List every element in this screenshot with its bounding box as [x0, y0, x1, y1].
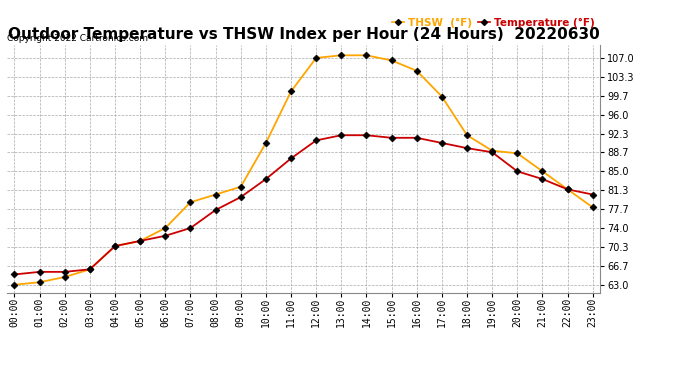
- THSW  (°F): [538, 169, 546, 174]
- Temperature (°F): [111, 244, 119, 248]
- Temperature (°F): [437, 141, 446, 145]
- THSW  (°F): [211, 192, 219, 197]
- Temperature (°F): [337, 133, 346, 138]
- THSW  (°F): [86, 267, 94, 272]
- Temperature (°F): [312, 138, 320, 142]
- Temperature (°F): [538, 177, 546, 182]
- Temperature (°F): [86, 267, 94, 272]
- Temperature (°F): [488, 150, 496, 154]
- THSW  (°F): [136, 239, 144, 243]
- THSW  (°F): [312, 56, 320, 60]
- Text: Copyright 2022 Cartronics.com: Copyright 2022 Cartronics.com: [7, 33, 148, 42]
- THSW  (°F): [262, 141, 270, 145]
- Temperature (°F): [564, 187, 572, 192]
- THSW  (°F): [337, 53, 346, 58]
- Temperature (°F): [287, 156, 295, 160]
- Temperature (°F): [10, 272, 19, 277]
- THSW  (°F): [287, 89, 295, 94]
- THSW  (°F): [35, 280, 43, 284]
- THSW  (°F): [564, 187, 572, 192]
- THSW  (°F): [362, 53, 371, 58]
- THSW  (°F): [413, 69, 421, 73]
- THSW  (°F): [61, 275, 69, 279]
- Temperature (°F): [35, 270, 43, 274]
- Temperature (°F): [262, 177, 270, 182]
- THSW  (°F): [589, 205, 597, 210]
- Line: THSW  (°F): THSW (°F): [12, 53, 595, 287]
- Temperature (°F): [136, 239, 144, 243]
- Line: Temperature (°F): Temperature (°F): [12, 133, 595, 277]
- Legend: THSW  (°F), Temperature (°F): THSW (°F), Temperature (°F): [392, 18, 595, 28]
- THSW  (°F): [10, 282, 19, 287]
- Temperature (°F): [61, 270, 69, 274]
- Temperature (°F): [413, 136, 421, 140]
- THSW  (°F): [513, 151, 522, 156]
- THSW  (°F): [388, 58, 396, 63]
- THSW  (°F): [488, 148, 496, 153]
- Temperature (°F): [161, 234, 170, 238]
- Temperature (°F): [186, 226, 195, 230]
- Temperature (°F): [463, 146, 471, 150]
- Temperature (°F): [388, 136, 396, 140]
- Temperature (°F): [589, 192, 597, 197]
- Temperature (°F): [211, 208, 219, 212]
- Temperature (°F): [237, 195, 245, 200]
- Temperature (°F): [362, 133, 371, 138]
- THSW  (°F): [463, 133, 471, 138]
- THSW  (°F): [186, 200, 195, 204]
- Temperature (°F): [513, 169, 522, 174]
- THSW  (°F): [161, 226, 170, 230]
- THSW  (°F): [111, 244, 119, 248]
- THSW  (°F): [437, 94, 446, 99]
- Title: Outdoor Temperature vs THSW Index per Hour (24 Hours)  20220630: Outdoor Temperature vs THSW Index per Ho…: [8, 27, 600, 42]
- THSW  (°F): [237, 184, 245, 189]
